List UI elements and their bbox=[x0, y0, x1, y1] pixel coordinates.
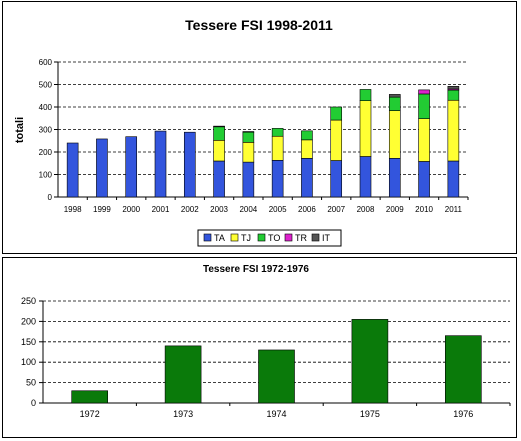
bar-TA-2010 bbox=[418, 161, 430, 198]
bar-TA-2001 bbox=[154, 130, 167, 198]
bar-IT-2004 bbox=[242, 131, 255, 133]
bar-TJ-2006 bbox=[301, 139, 313, 159]
bar-1976 bbox=[444, 335, 482, 404]
bar-TJ-2009 bbox=[388, 110, 401, 159]
bar-TO-2010 bbox=[418, 93, 430, 119]
bar-TA-2003 bbox=[213, 160, 225, 198]
bar-TO-2006 bbox=[301, 130, 313, 141]
legend-label-IT: IT bbox=[322, 233, 331, 243]
y-tick-label: 250 bbox=[21, 296, 36, 306]
legend-swatch-IT bbox=[311, 233, 320, 242]
x-tick-label: 1972 bbox=[80, 409, 100, 419]
chart-panel-1972-1976: Tessere FSI 1972-1976 0 50 100 150 200 250 1972… bbox=[2, 257, 517, 438]
y-tick-label: 0 bbox=[31, 398, 36, 408]
x-tick-label: 2001 bbox=[152, 205, 170, 214]
legend-swatch-TA bbox=[203, 233, 212, 242]
y-tick-label: 100 bbox=[21, 357, 36, 367]
bar-IT-2003 bbox=[213, 125, 225, 128]
y-axis-label: totali bbox=[14, 117, 26, 143]
bar-TA-2008 bbox=[359, 156, 372, 198]
x-tick-label: 2011 bbox=[445, 205, 463, 214]
bar-TA-2004 bbox=[242, 161, 255, 198]
legend-label-TR: TR bbox=[295, 233, 307, 243]
chart-1998-2011: Tessere FSI 1998-2011 totali 0 100 200 300 400… bbox=[14, 17, 469, 247]
bar-TA-2011 bbox=[447, 160, 460, 198]
bar-TJ-2003 bbox=[213, 140, 225, 162]
y-tick-label: 200 bbox=[39, 148, 53, 157]
x-tick-label: 2000 bbox=[122, 205, 140, 214]
bar-TJ-2010 bbox=[418, 118, 430, 162]
bar-TA-2006 bbox=[301, 158, 313, 198]
bar-TO-2009 bbox=[388, 96, 401, 111]
bar-TO-2011 bbox=[447, 89, 460, 101]
bar-TO-2004 bbox=[242, 131, 255, 143]
x-tick-label: 2005 bbox=[269, 205, 287, 214]
y-tick-label: 50 bbox=[26, 378, 36, 388]
bar-1972 bbox=[71, 390, 108, 404]
bar-TJ-2008 bbox=[359, 100, 372, 157]
bar-IT-2011 bbox=[447, 86, 460, 90]
y-tick-label: 300 bbox=[39, 126, 53, 135]
bar-1974 bbox=[258, 349, 295, 404]
x-tick-label: 2009 bbox=[386, 205, 404, 214]
y-tick-label: 400 bbox=[39, 103, 53, 112]
bar-TJ-2007 bbox=[330, 119, 343, 161]
bar-1975 bbox=[351, 319, 389, 404]
bar-TA-2000 bbox=[125, 136, 138, 198]
y-tick-label: 100 bbox=[39, 171, 53, 180]
x-tick-label: 1976 bbox=[453, 409, 473, 419]
bar-1973 bbox=[164, 345, 202, 404]
x-tick-label: 2003 bbox=[210, 205, 228, 214]
y-tick-label: 150 bbox=[21, 337, 36, 347]
bar-TA-1998 bbox=[66, 142, 79, 198]
legend-swatch-TO bbox=[257, 233, 266, 242]
x-tick-label: 1975 bbox=[360, 409, 380, 419]
x-tick-label: 2004 bbox=[239, 205, 257, 214]
bar-TA-2005 bbox=[271, 160, 284, 198]
x-tick-label: 2010 bbox=[415, 205, 433, 214]
x-tick-label: 1974 bbox=[266, 409, 286, 419]
y-tick-label: 0 bbox=[48, 193, 53, 202]
bar-TJ-2011 bbox=[447, 99, 460, 162]
bar-TO-2005 bbox=[271, 128, 284, 137]
bar-IT-2009 bbox=[388, 94, 401, 98]
legend-label-TA: TA bbox=[214, 233, 225, 243]
chart-title: Tessere FSI 1972-1976 bbox=[203, 264, 309, 275]
bar-TA-1999 bbox=[96, 138, 108, 198]
bar-TR-2010 bbox=[418, 89, 430, 95]
bar-TJ-2005 bbox=[271, 135, 284, 161]
legend-swatch-TR bbox=[284, 233, 293, 242]
x-tick-label: 1998 bbox=[64, 205, 82, 214]
x-tick-label: 2006 bbox=[298, 205, 316, 214]
legend-label-TJ: TJ bbox=[241, 233, 251, 243]
x-tick-label: 2008 bbox=[357, 205, 375, 214]
y-tick-label: 600 bbox=[39, 58, 53, 67]
chart-title: Tessere FSI 1998-2011 bbox=[185, 17, 333, 33]
bar-TO-2003 bbox=[213, 126, 225, 141]
chart-1972-1976: Tessere FSI 1972-1976 0 50 100 150 200 250 1972… bbox=[21, 264, 511, 419]
bar-TA-2007 bbox=[330, 160, 343, 198]
x-tick-label: 1973 bbox=[173, 409, 193, 419]
bar-TA-2002 bbox=[183, 131, 196, 198]
bar-TO-2008 bbox=[359, 89, 372, 101]
x-tick-label: 2002 bbox=[181, 205, 199, 214]
bar-TJ-2004 bbox=[242, 142, 255, 163]
x-tick-label: 2007 bbox=[327, 205, 345, 214]
y-tick-label: 200 bbox=[21, 316, 36, 326]
x-tick-label: 1999 bbox=[93, 205, 111, 214]
bar-TA-2009 bbox=[388, 158, 401, 198]
legend-swatch-TJ bbox=[230, 233, 239, 242]
bar-TO-2007 bbox=[330, 106, 343, 121]
legend-label-TO: TO bbox=[268, 233, 280, 243]
chart-panel-1998-2011: Tessere FSI 1998-2011 totali 0 100 200 300 400… bbox=[2, 1, 517, 254]
y-tick-label: 500 bbox=[39, 81, 53, 90]
